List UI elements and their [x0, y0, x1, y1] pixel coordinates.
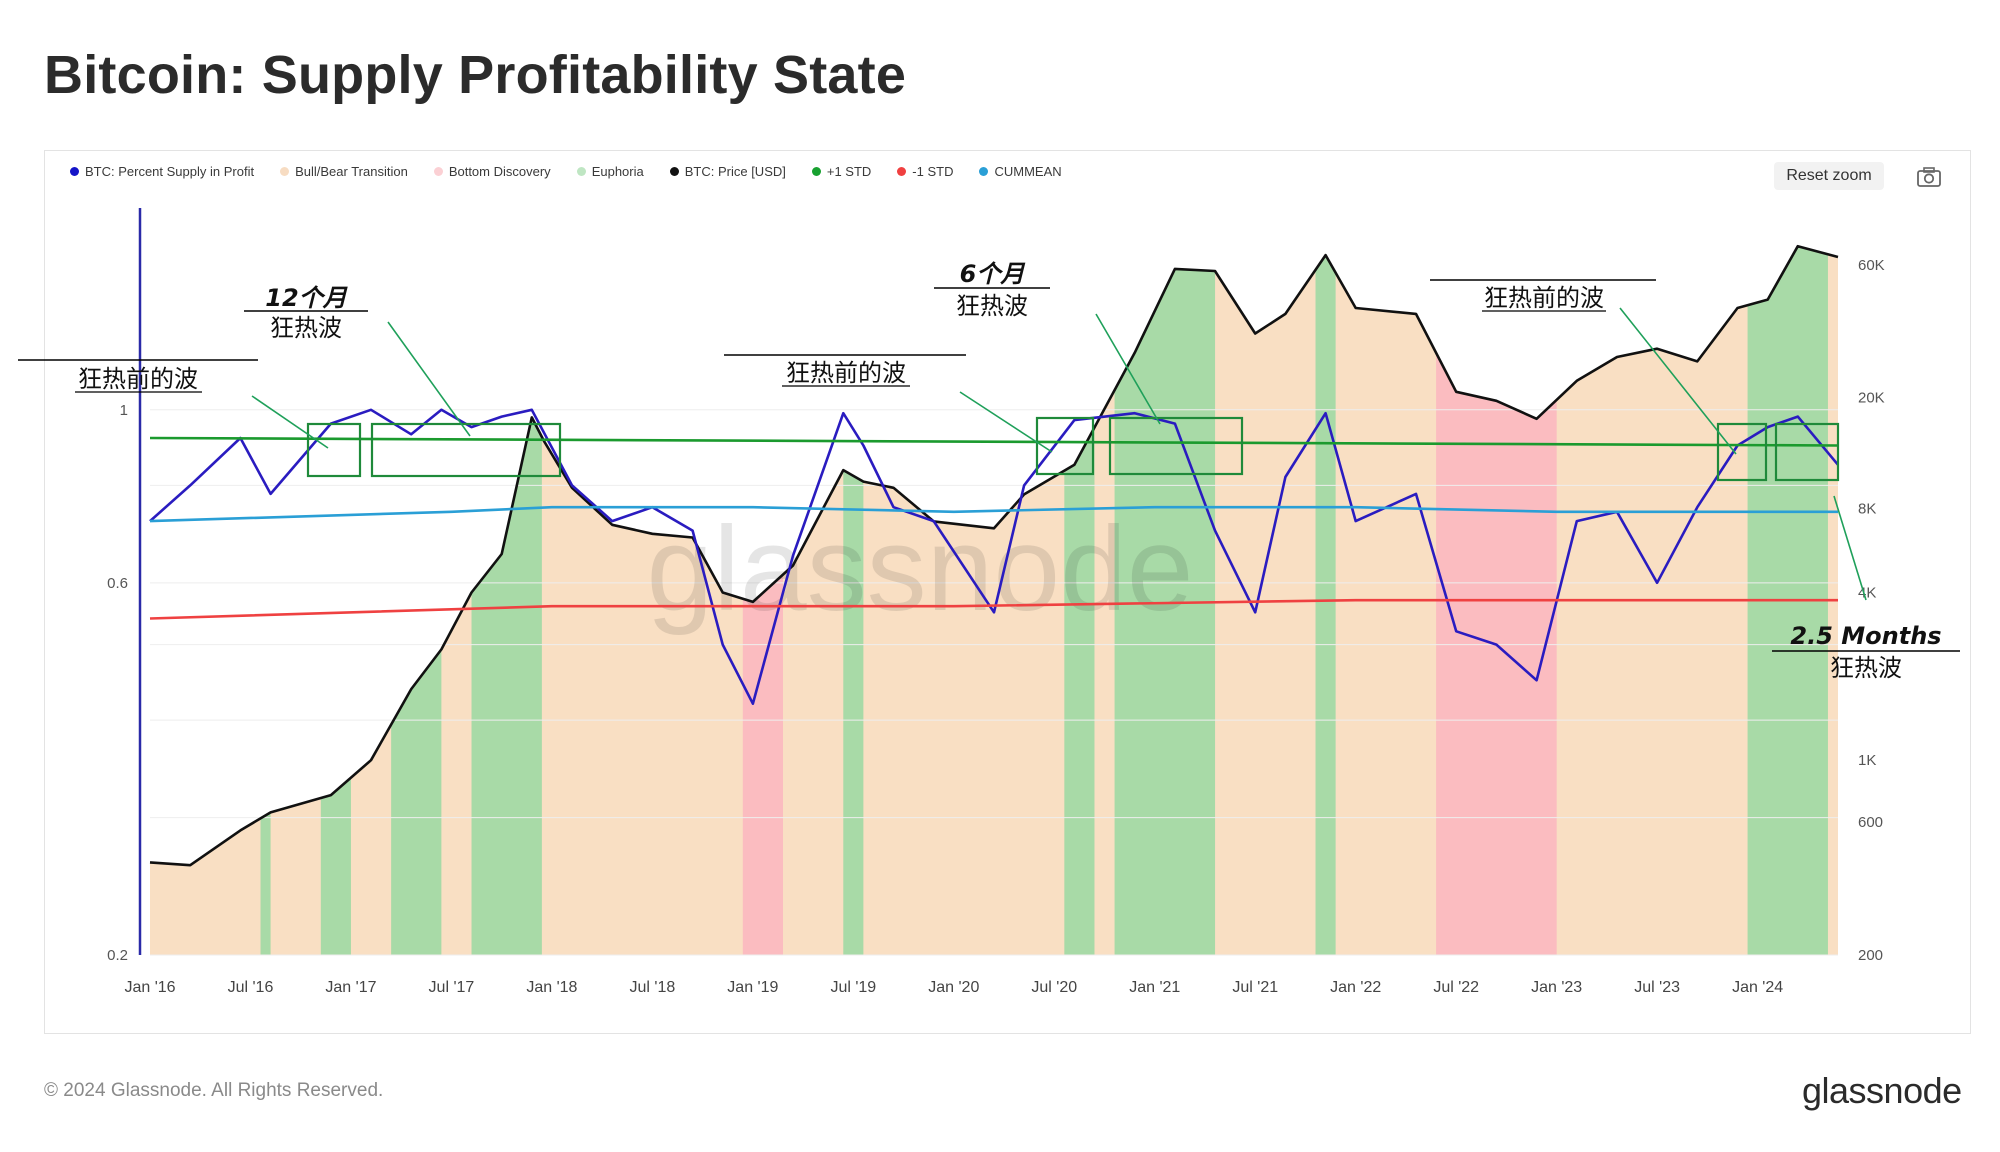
legend-label: +1 STD — [826, 163, 872, 179]
page-title: Bitcoin: Supply Profitability State — [44, 45, 907, 105]
footer-logo: glassnode — [1802, 1070, 1962, 1111]
x-tick-label: Jan '16 — [124, 979, 175, 996]
y-right-tick-label: 8K — [1858, 501, 1876, 518]
y-left-tick-label: 0.6 — [107, 575, 128, 592]
y-right-tick-label: 20K — [1858, 390, 1885, 407]
highlight-box — [1108, 416, 1244, 476]
annotation-arrow — [387, 321, 471, 437]
annotation-arrow — [959, 391, 1053, 453]
x-tick-label: Jan '19 — [727, 979, 778, 996]
legend-marker-icon — [897, 166, 907, 176]
x-tick-label: Jul '20 — [1031, 979, 1077, 996]
axis-labels: Jan '16 Jul '16 Jan '17 Jul '17 Jan '18 Jul '… — [107, 257, 1885, 996]
legend-label: BTC: Price [USD] — [684, 163, 786, 179]
legend-label: -1 STD — [912, 163, 954, 179]
annotation-title: 2.5 Months — [1790, 622, 1941, 650]
legend-marker-icon — [811, 166, 821, 176]
legend-label: Bottom Discovery — [448, 163, 551, 179]
legend-label: Euphoria — [591, 163, 644, 179]
x-tick-label: Jul '22 — [1433, 979, 1479, 996]
annotations: 狂热前的波 12个月 狂热波 狂热前的波 6个月 狂热波 狂热前的波 2.5 M… — [18, 260, 1960, 682]
legend-label: CUMMEAN — [994, 163, 1062, 179]
annotation-text: 狂热前的波 — [786, 359, 906, 387]
x-tick-label: Jan '22 — [1330, 979, 1381, 996]
legend-item-price[interactable]: BTC: Price [USD] — [669, 163, 786, 179]
x-tick-label: Jan '17 — [325, 979, 376, 996]
annotation-arrow — [251, 395, 329, 449]
annotation-text: 狂热波 — [1830, 654, 1902, 682]
x-tick-label: Jan '24 — [1732, 979, 1783, 996]
annotation-text: 狂热波 — [270, 314, 342, 342]
series-btc-percent-supply-in-profit — [149, 408, 1839, 705]
highlight-box — [370, 422, 562, 478]
y-right-tick-label: 200 — [1858, 947, 1883, 964]
legend-item-bottom-discovery[interactable]: Bottom Discovery — [433, 163, 551, 179]
legend-item-minus-std[interactable]: -1 STD — [897, 164, 953, 179]
annotation-arrow — [1619, 307, 1737, 455]
annotation-text: 狂热前的波 — [1484, 284, 1604, 312]
state-bands — [150, 230, 1838, 955]
legend-marker-icon — [280, 166, 290, 176]
y-left-tick-label: 0.2 — [107, 947, 128, 964]
highlight-box — [1774, 422, 1840, 482]
y-right-tick-label: 1K — [1858, 752, 1876, 769]
x-tick-label: Jan '18 — [526, 979, 577, 996]
x-tick-label: Jan '20 — [928, 979, 979, 996]
reset-zoom-button[interactable]: Reset zoom — [1774, 162, 1884, 190]
y-left-tick-label: 1 — [120, 402, 128, 419]
footer-copyright: © 2024 Glassnode. All Rights Reserved. — [44, 1080, 384, 1101]
legend-item-euphoria[interactable]: Euphoria — [576, 163, 644, 179]
legend-item-plus-std[interactable]: +1 STD — [811, 163, 872, 179]
series--1-std — [149, 436, 1839, 447]
series--1-std — [149, 598, 1838, 620]
legend-item-cummean[interactable]: CUMMEAN — [979, 163, 1062, 179]
legend-item-supply-profit[interactable]: BTC: Percent Supply in Profit — [70, 164, 254, 179]
annotation-title: 6个月 — [960, 260, 1026, 288]
annotation-text: 狂热波 — [956, 292, 1028, 320]
annotation-title: 12个月 — [265, 284, 347, 312]
highlight-box — [1035, 416, 1095, 476]
highlight-box — [306, 422, 362, 478]
annotation-text: 狂热前的波 — [78, 365, 198, 393]
x-tick-label: Jan '23 — [1531, 979, 1582, 996]
y-right-tick-label: 4K — [1858, 585, 1876, 602]
band-euphoria — [1747, 230, 1828, 955]
legend-label: BTC: Percent Supply in Profit — [85, 163, 255, 179]
camera-icon[interactable] — [1916, 166, 1942, 188]
watermark: glassnode — [646, 502, 1193, 636]
series-lines — [149, 244, 1839, 867]
x-tick-label: Jul '21 — [1232, 979, 1278, 996]
annotation-arrow — [1833, 495, 1867, 601]
x-tick-label: Jul '16 — [228, 979, 274, 996]
legend-item-bull-bear[interactable]: Bull/Bear Transition — [280, 164, 408, 179]
chart-frame — [44, 150, 1971, 1034]
x-tick-label: Jul '19 — [830, 979, 876, 996]
x-tick-label: Jul '17 — [429, 979, 475, 996]
legend-marker-icon — [433, 166, 443, 176]
legend-marker-icon — [576, 166, 586, 176]
gridlines — [150, 409, 1838, 956]
y-right-tick-label: 600 — [1858, 814, 1883, 831]
x-tick-label: Jan '21 — [1129, 979, 1180, 996]
above-price-mask — [150, 230, 1838, 866]
legend-marker-icon — [70, 166, 79, 176]
band-euphoria — [1315, 230, 1336, 955]
series-cummean — [149, 505, 1838, 523]
x-tick-label: Jul '18 — [630, 979, 676, 996]
annotation-arrow — [1095, 313, 1161, 425]
x-tick-label: Jul '23 — [1634, 979, 1680, 996]
legend-marker-icon — [979, 166, 989, 176]
legend: BTC: Percent Supply in Profit Bull/Bear … — [70, 160, 1062, 182]
legend-label: Bull/Bear Transition — [295, 163, 408, 179]
legend-marker-icon — [669, 166, 679, 176]
highlight-box — [1716, 422, 1768, 482]
y-right-tick-label: 60K — [1858, 257, 1885, 274]
